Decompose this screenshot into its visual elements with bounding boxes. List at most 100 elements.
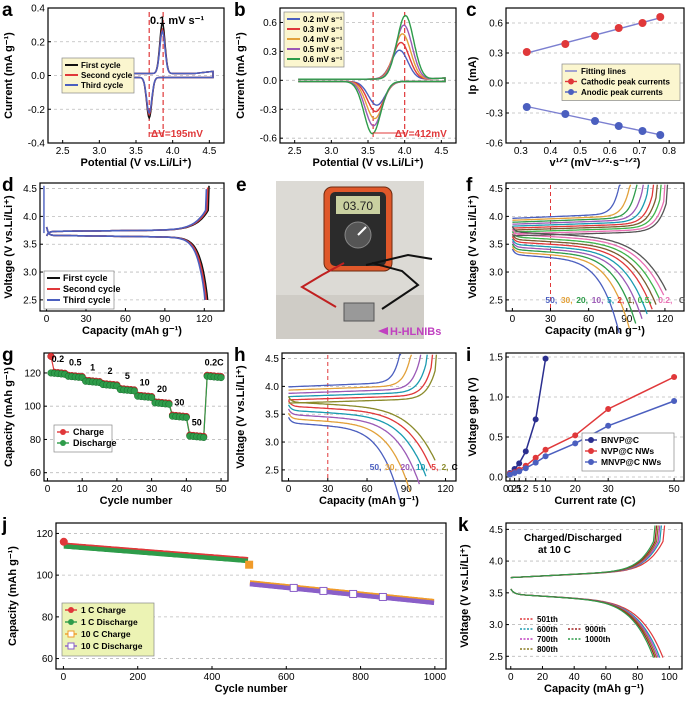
rate-label: 10,: [416, 462, 428, 472]
panel-letter: h: [234, 345, 246, 366]
series-point: [572, 440, 579, 447]
x-tick-label: 3.5: [361, 146, 375, 157]
y-tick-label: -0.4: [28, 139, 46, 150]
y-axis-label: Voltage (V vs.Li/Li⁺): [467, 195, 479, 299]
x-axis-label: Cycle number: [100, 495, 173, 507]
panel-h: 0 30 60 90 120 2.5 3.0 3.5 4.0 4.5 Capacity (mAh g…: [232, 345, 464, 515]
y-axis-label: Capacity (mAh g⁻¹): [7, 546, 19, 646]
discharge-curve-6: [287, 396, 436, 461]
charge-curve-6: [288, 354, 438, 404]
y-tick-label: 0.6: [489, 19, 503, 30]
discharge-curve-1: [287, 416, 401, 500]
discharge-point: [217, 374, 225, 382]
rate-label: 1,: [627, 295, 634, 305]
x-tick-label: 30: [603, 484, 615, 495]
x-axis-label: Capacity (mAh g⁻¹): [544, 683, 644, 695]
rate-label: 0.2: [52, 354, 65, 364]
charge-curve-10: [512, 184, 669, 237]
x-axis-label: v¹ᐟ² (mV⁻¹ᐟ²·s⁻¹ᐟ²): [550, 157, 641, 169]
x-tick-label: 0.6: [603, 146, 617, 157]
series-point: [511, 470, 518, 476]
x-tick-label: 0: [45, 484, 51, 495]
rate-label: 20,: [576, 295, 588, 305]
charge-curve-6: [510, 525, 656, 579]
legend-label: 900th: [585, 625, 606, 634]
charge-curve-3: [512, 184, 638, 223]
y-tick-label: 2.5: [489, 295, 503, 306]
y-tick-label: 1.5: [489, 353, 503, 364]
red-probe-wire: [300, 262, 345, 308]
x-tick-label: 5: [533, 484, 539, 495]
anodic-point: [561, 110, 570, 118]
discharge-point: [200, 433, 208, 441]
chart-c: 0.3 0.4 0.5 0.6 0.7 0.8-0.6-0.30.00.30.6v¹ᐟ² …: [466, 0, 685, 169]
charge-curve-8: [512, 184, 662, 233]
panel-letter: f: [466, 175, 473, 196]
series-point: [532, 459, 539, 466]
series-point: [605, 422, 612, 429]
anodic-point: [638, 127, 647, 135]
legend-label: 600th: [537, 625, 558, 634]
x-tick-label: 0: [61, 672, 67, 683]
y-tick-label: 0.4: [31, 4, 45, 15]
x-tick-label: 90: [401, 484, 413, 495]
x-tick-label: 120: [196, 314, 213, 325]
x-tick-label: 40: [181, 484, 193, 495]
x-tick-label: 400: [204, 672, 221, 683]
panel-letter: k: [458, 515, 469, 536]
charge-curve-5: [288, 354, 434, 401]
x-axis-label: Potential (V vs.Li/Li⁺): [81, 157, 192, 169]
x-tick-label: 0.3: [514, 146, 528, 157]
y-axis-label: Voltage (V vs.Li/Li⁺): [3, 195, 15, 299]
x-tick-label: 0: [44, 314, 50, 325]
x-tick-label: 30: [80, 314, 92, 325]
transition-point: [245, 560, 254, 569]
legend-label: 501th: [537, 615, 558, 624]
x-tick-label: 50: [669, 484, 681, 495]
legend-marker: [588, 448, 594, 454]
plot-frame: [43, 352, 229, 482]
chart-a: 2.5 3.0 3.5 4.0 4.5 -0.4 -0.2 0.0 0.2 0.4 Potentia…: [2, 0, 225, 169]
panel-letter: j: [1, 515, 7, 536]
y-axis-label: Voltage (V vs.Li/Li⁺): [459, 544, 471, 648]
rate-label: 30,: [385, 462, 397, 472]
cathodic-point: [561, 40, 570, 48]
legend-box: [561, 63, 681, 101]
panel-j: 0 200 400 600 800 1000 60 80 100 120 Cycle number C…: [0, 515, 456, 699]
rate-label: 5: [125, 371, 130, 381]
legend-label: BNVP@C: [601, 435, 639, 445]
discharge-curve-1: [511, 248, 620, 334]
chart-d: 0 30 60 90 120 2.5 3.0 3.5 4.0 4.5 Capacity (mAh g…: [2, 175, 225, 337]
x-axis-label: Capacity (mAh g⁻¹): [319, 495, 419, 507]
scan-rate-note: 0.1 mV s⁻¹: [150, 15, 204, 27]
x-tick-label: 30: [322, 484, 334, 495]
legend-label: 1000th: [585, 635, 610, 644]
discharge-point: [165, 400, 173, 408]
legend-marker: [588, 459, 594, 465]
panel-i: 0.2 0.5 1 2 5 10 20 30 50 0.0 0.5 1.0 1.5 Current rat…: [464, 345, 692, 515]
series-point: [516, 460, 523, 467]
x-tick-label: 100: [661, 672, 678, 683]
plot-frame: [39, 182, 225, 312]
series-point: [542, 355, 549, 362]
condition-note-line1: Charged/Discharged: [524, 533, 622, 544]
y-tick-label: 3.0: [265, 438, 279, 449]
x-tick-label: 0.5: [508, 484, 522, 495]
y-tick-label: 2.5: [23, 295, 37, 306]
charge-curve-2: [45, 187, 209, 237]
charge-curve-2: [512, 184, 632, 221]
y-tick-label: -0.6: [486, 139, 504, 150]
y-tick-label: -0.3: [260, 105, 278, 116]
charge-curve-1: [512, 184, 621, 219]
discharge-marker: [319, 586, 328, 595]
y-tick-label: -0.2: [28, 105, 46, 116]
plot-frame: [281, 352, 457, 482]
y-tick-label: 3.5: [489, 588, 503, 599]
cv-curve-5: [298, 14, 446, 135]
x-tick-label: 80: [632, 672, 644, 683]
panel-letter: b: [234, 0, 246, 21]
condition-note-line2: at 10 C: [538, 545, 571, 556]
legend-label: NVP@C NWs: [601, 446, 654, 456]
